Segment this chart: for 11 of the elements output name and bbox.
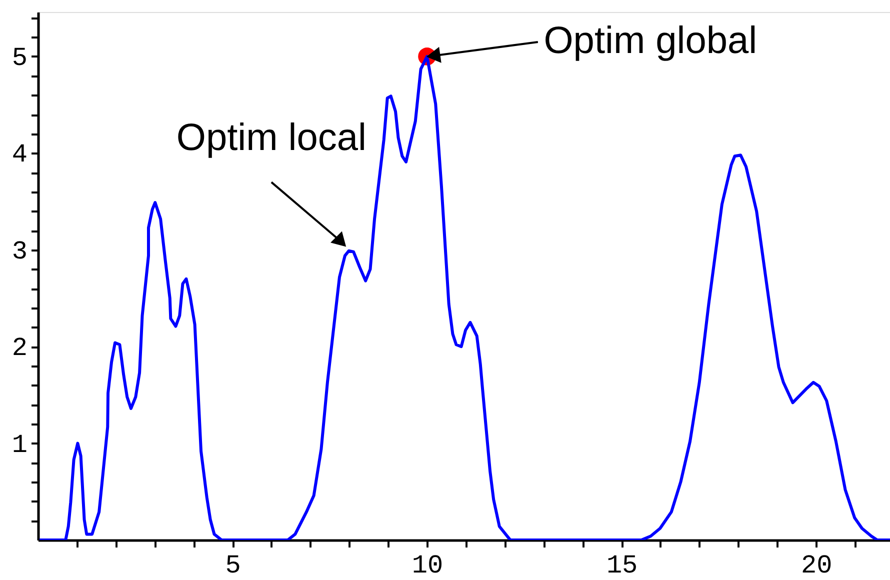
y-tick-label: 1 bbox=[12, 430, 28, 460]
y-tick-label: 4 bbox=[12, 140, 28, 170]
y-tick-label: 3 bbox=[12, 236, 28, 266]
x-tick-label: 10 bbox=[412, 550, 444, 580]
x-tick-label: 5 bbox=[225, 550, 241, 580]
annotation: Optim local bbox=[176, 117, 366, 160]
x-tick-label: 20 bbox=[800, 550, 832, 580]
y-tick-label: 5 bbox=[12, 42, 28, 73]
x-tick-label: 15 bbox=[606, 550, 638, 580]
annotation: Optim global bbox=[544, 20, 758, 62]
y-tick-label: 2 bbox=[12, 333, 28, 364]
